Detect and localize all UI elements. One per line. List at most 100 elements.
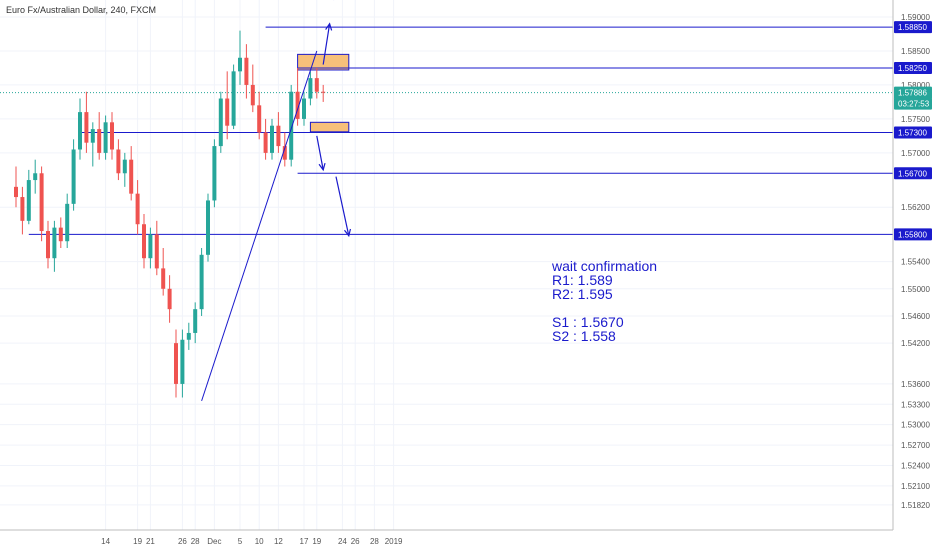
candle-body — [289, 91, 294, 160]
price-badge-label: 1.56700 — [898, 169, 927, 178]
arrow-head-3 — [318, 162, 326, 172]
y-tick-label: 1.51820 — [901, 501, 930, 510]
candle-body — [244, 57, 249, 85]
candle-body — [103, 122, 108, 153]
candle-body — [154, 234, 159, 269]
x-tick-label: 26 — [351, 537, 360, 546]
symbol-title: Euro Fx/Australian Dollar, 240, FXCM — [6, 5, 156, 15]
price-badge-label: 03:27:53 — [898, 100, 930, 109]
trendline — [201, 50, 318, 402]
x-tick-label: 24 — [338, 537, 347, 546]
price-badge — [894, 167, 932, 180]
x-tick-label: 17 — [300, 537, 309, 546]
price-badge-label: 1.58250 — [898, 64, 927, 73]
y-tick-label: 1.59000 — [901, 13, 930, 22]
x-tick-label: 28 — [191, 537, 200, 546]
y-tick-label: 1.53600 — [901, 380, 930, 389]
price-badge — [894, 126, 932, 139]
candle-body — [250, 84, 255, 106]
candle-body — [212, 146, 217, 201]
x-tick-label: 21 — [146, 537, 155, 546]
y-tick-label: 1.54200 — [901, 339, 930, 348]
candle-body — [14, 186, 18, 198]
y-tick-label: 1.52400 — [901, 461, 930, 470]
price-badge-label: 1.57886 — [898, 89, 927, 98]
candle-body — [71, 149, 76, 204]
levels — [0, 26, 893, 235]
y-tick-label: 1.58000 — [901, 81, 930, 90]
candle-body — [122, 159, 127, 174]
y-tick-label: 1.52700 — [901, 441, 930, 450]
candle-body — [142, 224, 146, 259]
y-tick-label: 1.55000 — [901, 285, 930, 294]
candle-body — [78, 112, 82, 150]
candle-body — [116, 149, 121, 174]
candle-body — [65, 203, 70, 242]
annotation-line: R2: 1.595 — [552, 286, 613, 302]
candle-body — [26, 180, 31, 221]
x-tick-label: 5 — [238, 537, 243, 546]
annotation-line: S2 : 1.558 — [552, 328, 616, 344]
candle-body — [276, 125, 281, 147]
candle-body — [46, 231, 50, 259]
time-axis[interactable]: 14 19 21 26 28 Dec 5 10 12 17 19 24 26 28 2019 — [101, 537, 403, 546]
x-tick-label: 14 — [101, 537, 110, 546]
y-tick-label: 1.57500 — [901, 115, 930, 124]
candle-body — [33, 173, 38, 181]
price-badge — [894, 21, 932, 34]
y-tick-label: 1.53300 — [901, 400, 930, 409]
price-badge-label: 1.57300 — [898, 129, 927, 138]
annotation-line: S1 : 1.5670 — [552, 314, 624, 330]
candle-body — [282, 146, 287, 160]
y-tick-label: 1.56200 — [901, 203, 930, 212]
annotation-text: wait confirmation R1: 1.589 R2: 1.595 S1 :… — [551, 258, 657, 344]
arrow-line-3 — [316, 135, 324, 170]
zone-2 — [309, 121, 350, 133]
x-tick-label: 12 — [274, 537, 283, 546]
candle-body — [180, 339, 185, 384]
candles — [14, 30, 326, 398]
price-badge — [894, 228, 932, 241]
candle-body — [58, 227, 63, 242]
candle-body — [231, 71, 236, 126]
price-badge — [894, 86, 932, 99]
candle-body — [225, 98, 230, 126]
candle-body — [308, 78, 313, 99]
candle-body — [295, 91, 300, 119]
x-tick-label: 2019 — [385, 537, 403, 546]
candle-body — [20, 197, 25, 221]
drawings — [201, 0, 352, 402]
candle-body — [199, 254, 204, 310]
price-badge — [894, 97, 932, 110]
y-tick-label: 1.53000 — [901, 421, 930, 430]
arrow-head-4 — [344, 228, 352, 238]
arrow-head-1 — [325, 22, 333, 31]
candle-body — [321, 91, 326, 93]
x-tick-label: 19 — [312, 537, 321, 546]
candle-body — [84, 112, 89, 143]
y-tick-label: 1.57000 — [901, 149, 930, 158]
candle-body — [135, 193, 140, 225]
candle-body — [97, 129, 102, 153]
x-tick-label: 28 — [370, 537, 379, 546]
annotation-line: R1: 1.589 — [552, 272, 613, 288]
x-tick-label: 10 — [255, 537, 264, 546]
chart-grid — [0, 0, 893, 530]
y-tick-label: 1.58500 — [901, 47, 930, 56]
candle-body — [161, 268, 166, 289]
price-axis[interactable]: 1.59000 1.58500 1.58000 1.57500 1.57000 1.562… — [901, 13, 930, 510]
arrow-line-1 — [322, 23, 331, 65]
candle-body — [302, 98, 306, 119]
price-badges: 1.58850 1.58250 1.57886 03:27:53 1.57300 1.56… — [894, 21, 932, 241]
arrow-line-4 — [335, 176, 350, 236]
y-tick-label: 1.52100 — [901, 482, 930, 491]
candle-body — [90, 129, 95, 143]
candle-body — [148, 234, 153, 259]
price-badge — [894, 61, 932, 74]
candle-body — [167, 288, 172, 310]
candle-body — [238, 57, 242, 72]
candle-body — [263, 132, 268, 153]
candle-body — [270, 125, 274, 153]
